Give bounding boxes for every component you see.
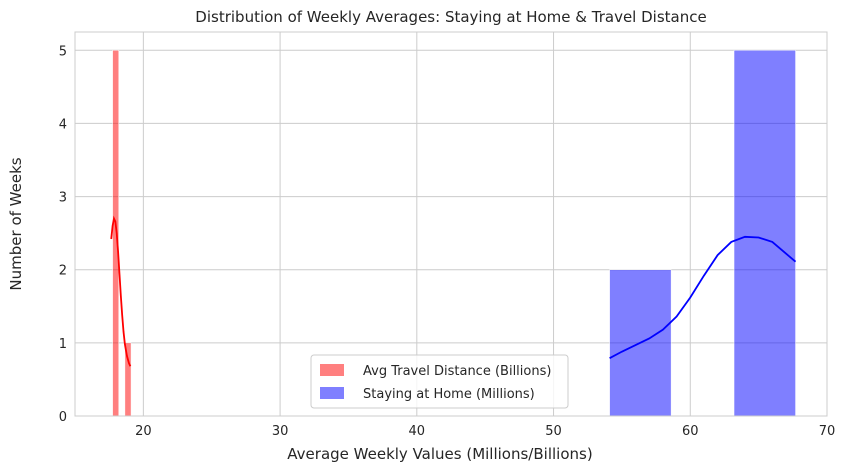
kde-line-travel — [110, 215, 132, 367]
x-tick-label: 50 — [545, 424, 562, 439]
x-tick-label: 40 — [409, 424, 426, 439]
y-tick-label: 1 — [59, 337, 67, 352]
histogram-bars — [112, 50, 796, 417]
y-tick-label: 3 — [59, 191, 67, 206]
chart-title: Distribution of Weekly Averages: Staying… — [195, 8, 706, 26]
x-tick-label: 60 — [682, 424, 699, 439]
histogram-bar-travel — [112, 50, 120, 417]
x-tick-label: 70 — [819, 424, 836, 439]
legend-label-home: Staying at Home (Millions) — [363, 387, 535, 402]
histogram-bar-home — [733, 50, 796, 417]
x-tick-labels: 20 30 40 50 60 70 — [135, 424, 835, 439]
y-tick-label: 5 — [59, 44, 67, 59]
kde-line-home — [609, 235, 797, 360]
legend-swatch-travel — [320, 364, 344, 376]
x-axis-label: Average Weekly Values (Millions/Billions… — [287, 445, 592, 463]
legend-box — [310, 354, 569, 409]
y-tick-label: 0 — [59, 410, 67, 425]
legend-swatch-home — [320, 387, 344, 399]
plot-background — [75, 32, 827, 416]
x-tick-label: 30 — [272, 424, 289, 439]
y-tick-label: 2 — [59, 264, 67, 279]
legend-label-travel: Avg Travel Distance (Billions) — [363, 364, 551, 379]
kde-curves — [110, 215, 797, 367]
legend: Avg Travel Distance (Billions) Staying a… — [310, 354, 569, 409]
y-axis-label: Number of Weeks — [7, 157, 25, 290]
y-tick-label: 4 — [59, 117, 67, 132]
x-tick-label: 20 — [135, 424, 152, 439]
plot-border — [74, 31, 828, 417]
y-tick-labels: 0 1 2 3 4 5 — [59, 44, 67, 425]
